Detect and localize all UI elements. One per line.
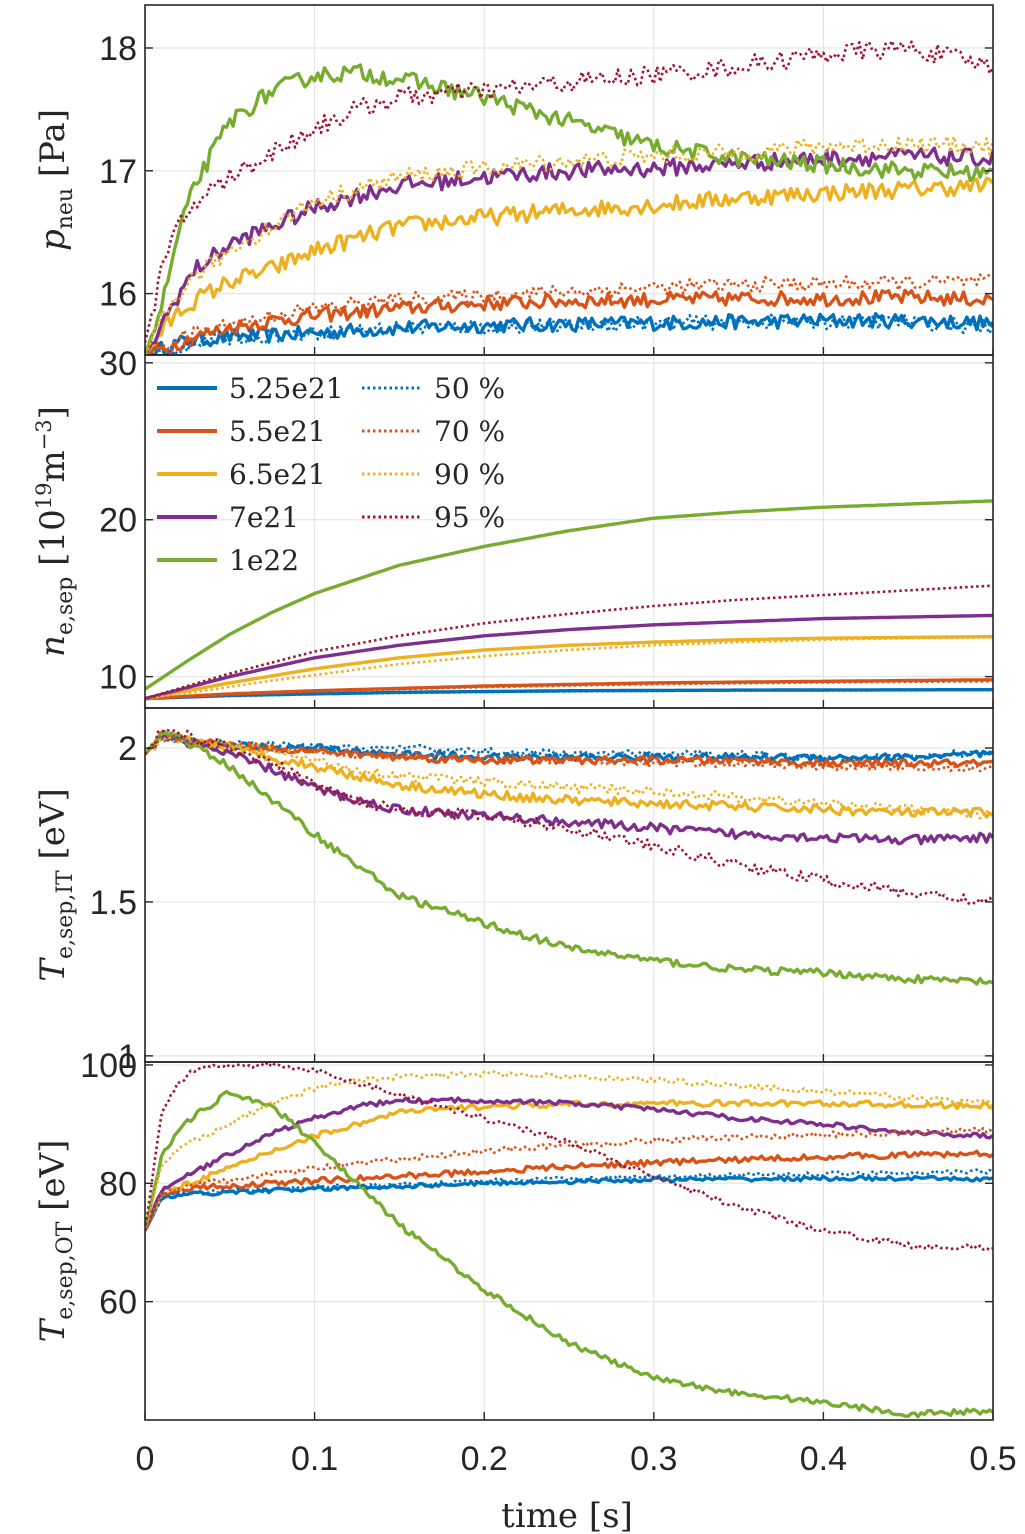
y-tick-label: 16: [99, 276, 137, 314]
series-line-1e22: [145, 63, 993, 355]
y-axis-label: ne,sep [1019m−3]: [32, 406, 78, 657]
series-line-5-5e21: [145, 288, 993, 355]
series-line-90-: [145, 734, 993, 820]
series-line-6-5e21: [145, 176, 993, 355]
series-line-95-: [145, 1062, 993, 1252]
y-axis-label: Te,sep,IT [eV]: [33, 788, 78, 981]
y-tick-label: 17: [99, 153, 137, 191]
series-line-6-5e21: [145, 730, 993, 819]
legend-label: 70 %: [434, 415, 505, 448]
x-tick-label: 0.2: [461, 1440, 508, 1478]
series-line-6-5e21: [145, 634, 993, 701]
panel-n_e_sep: 10 20 30 ne,sep [1019m−3]: [32, 345, 994, 709]
series-line-95-: [145, 729, 993, 906]
series-line-1e22: [145, 499, 993, 691]
y-tick-label: 100: [80, 1047, 137, 1085]
y-tick-label: 10: [99, 659, 137, 697]
series-line-90-: [145, 1070, 993, 1231]
series-line-7e21: [145, 146, 993, 355]
series-line-1e22: [145, 1089, 993, 1419]
legend-label: 7e21: [229, 501, 299, 534]
y-axis-label: Te,sep,OT [eV]: [33, 1140, 78, 1343]
series-line-7e21: [145, 613, 993, 701]
series-line-50-: [145, 313, 993, 355]
series-line-95-: [145, 584, 993, 700]
series-line-1e22: [145, 730, 993, 986]
series-line-95-: [145, 39, 993, 343]
series-group: [145, 729, 993, 986]
y-tick-label: 1: [118, 1038, 137, 1076]
series-line-70-: [145, 680, 993, 700]
series-line-90-: [145, 135, 993, 355]
legend-label: 95 %: [434, 501, 505, 534]
x-axis-label: time [s]: [501, 1496, 633, 1534]
series-group: [145, 1062, 993, 1419]
y-tick-label: 2: [118, 730, 137, 768]
legend-label: 50 %: [434, 372, 505, 405]
legend-label: 5.5e21: [229, 415, 326, 448]
series-line-50-: [145, 688, 993, 700]
series-line-6-5e21: [145, 1098, 993, 1232]
series-line-70-: [145, 273, 993, 355]
panels: 16 17 18 pneu [Pa] 10 20 30 ne,sep [1019m−3] 1 1.…: [32, 4, 994, 1421]
legend: 5.25e21 5.5e21 6.5e21 7e21 1e22 50 % 70 % 90 % 9…: [157, 372, 505, 577]
x-axis: 0 0.1 0.2 0.3 0.4 0.5: [136, 1440, 1017, 1478]
y-tick-label: 18: [99, 30, 137, 68]
series-line-70-: [145, 1126, 993, 1232]
axes-frame: [144, 1061, 994, 1421]
series-group: [145, 39, 993, 355]
series-line-90-: [145, 636, 993, 700]
legend-label: 5.25e21: [229, 372, 344, 405]
x-tick-label: 0.1: [291, 1440, 338, 1478]
series-line-5-25e21: [145, 1174, 993, 1232]
legend-label: 90 %: [434, 458, 505, 491]
series-line-7e21: [145, 1096, 993, 1232]
y-tick-label: 80: [99, 1165, 137, 1203]
x-tick-label: 0: [136, 1440, 155, 1478]
series-line-5-5e21: [145, 1149, 993, 1232]
legend-label: 6.5e21: [229, 458, 326, 491]
panel-T_e_sep_OT: 60 80 100 Te,sep,OT [eV]: [33, 1047, 994, 1421]
series-group: [145, 499, 993, 701]
y-tick-label: 20: [99, 502, 137, 540]
y-axis-label: pneu [Pa]: [33, 109, 78, 251]
series-line-70-: [145, 734, 993, 773]
series-line-50-: [145, 733, 993, 763]
x-tick-label: 0.4: [800, 1440, 847, 1478]
legend-label: 1e22: [229, 544, 299, 577]
x-tick-label: 0.5: [969, 1440, 1016, 1478]
panel-p_neu: 16 17 18 pneu [Pa]: [33, 4, 994, 356]
y-tick-label: 60: [99, 1284, 137, 1322]
y-tick-label: 30: [99, 345, 137, 383]
series-line-50-: [145, 1168, 993, 1232]
panel-T_e_sep_IT: 1 1.5 2 Te,sep,IT [eV]: [33, 707, 994, 1076]
y-tick-label: 1.5: [90, 884, 137, 922]
x-tick-label: 0.3: [630, 1440, 677, 1478]
series-line-7e21: [145, 731, 993, 846]
